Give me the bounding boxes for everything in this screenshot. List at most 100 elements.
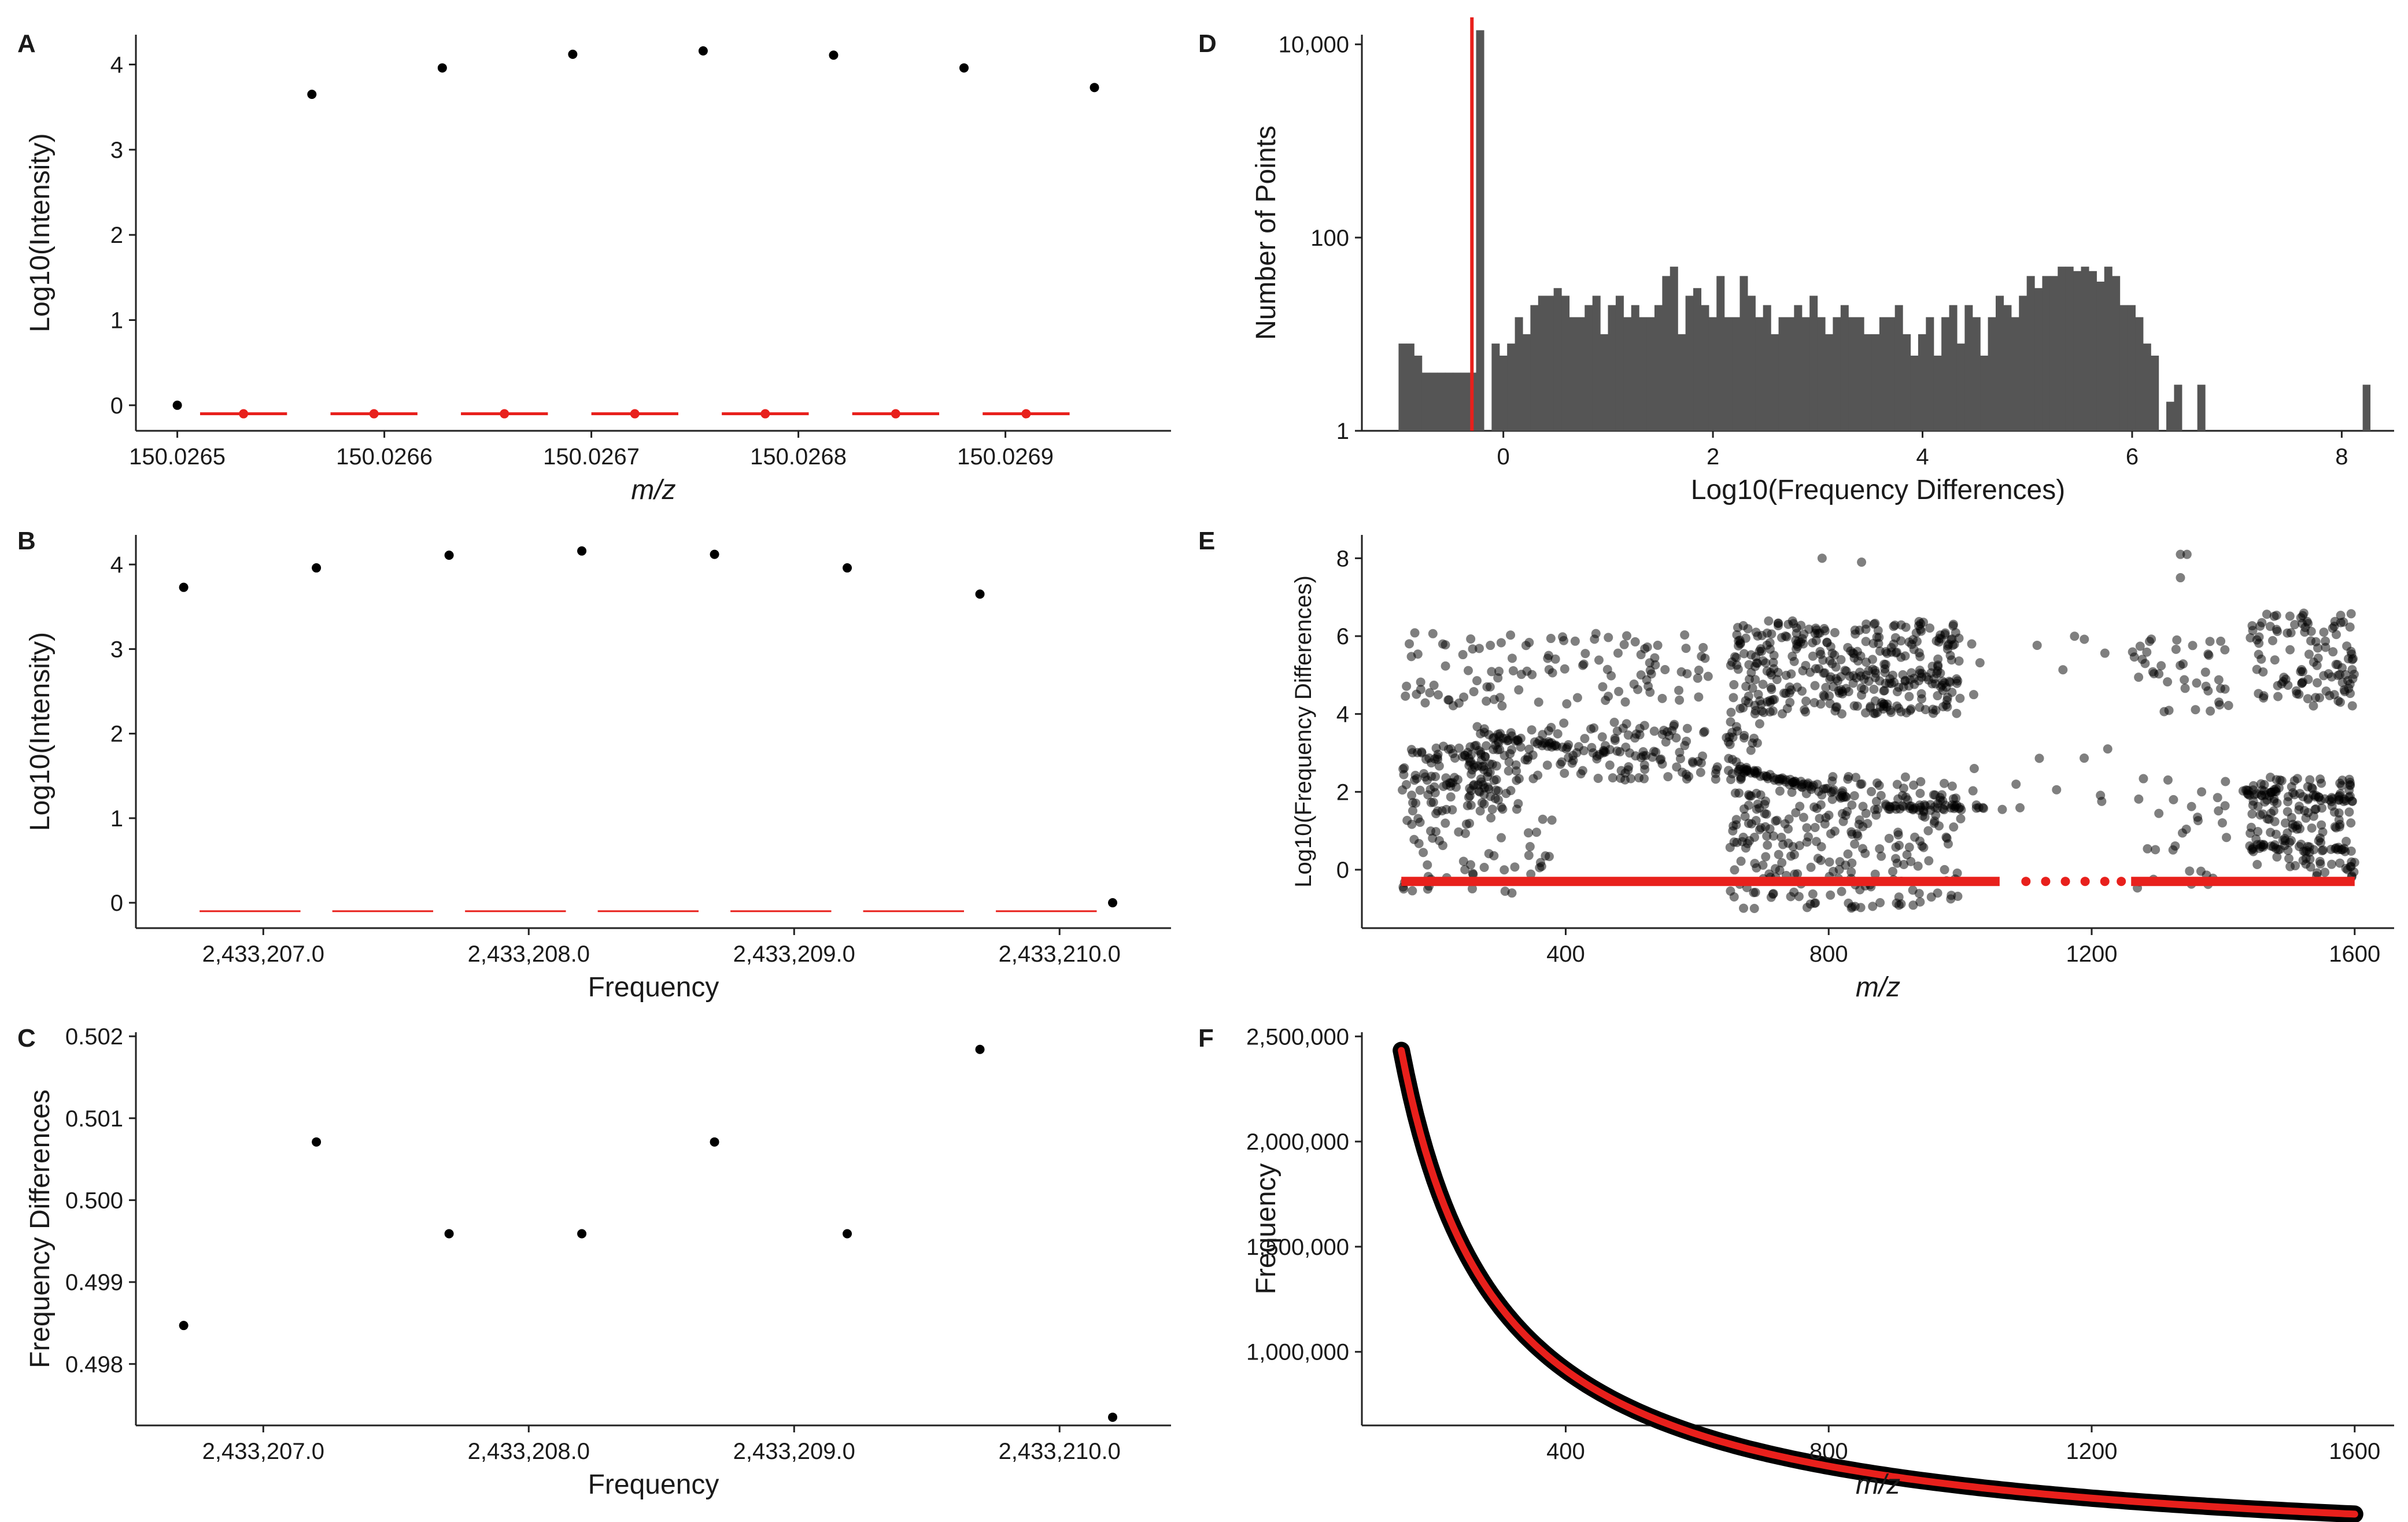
data-point — [975, 589, 985, 599]
data-point — [1841, 666, 1851, 676]
data-point — [2262, 814, 2272, 824]
data-point — [2306, 626, 2316, 636]
data-point — [1870, 666, 1880, 675]
data-point — [1729, 821, 1738, 831]
data-point — [2317, 820, 2326, 830]
data-point — [2303, 782, 2313, 792]
histogram-bar — [1988, 317, 1996, 431]
data-point — [1477, 798, 1487, 808]
data-point — [2321, 642, 2331, 652]
data-point — [1560, 769, 1569, 778]
data-point — [1514, 685, 1524, 695]
data-point — [2181, 824, 2191, 834]
data-point — [1506, 630, 1516, 640]
histogram-bar — [1499, 355, 1508, 431]
data-point — [179, 582, 189, 592]
data-point — [1786, 892, 1796, 902]
data-point — [2345, 622, 2355, 632]
data-point — [1947, 781, 1957, 791]
data-point — [1682, 669, 1692, 679]
data-point — [1472, 722, 1482, 732]
x-tick-label: 150.0269 — [957, 444, 1054, 470]
data-point — [1815, 628, 1825, 638]
data-point — [1466, 634, 1476, 644]
data-point — [2335, 790, 2344, 800]
data-point — [1468, 870, 1478, 880]
data-point — [2200, 667, 2210, 677]
data-point — [1750, 888, 1760, 897]
data-point — [1739, 649, 1749, 659]
data-point — [1921, 801, 1930, 811]
data-point — [1888, 867, 1898, 877]
data-point — [2305, 775, 2315, 785]
data-point — [1497, 701, 1507, 711]
data-point — [1472, 676, 1482, 686]
data-point — [1847, 800, 1857, 810]
data-point — [1419, 848, 1428, 858]
data-point — [2134, 794, 2144, 804]
panel-b — [129, 535, 1171, 935]
data-point — [1649, 726, 1659, 736]
data-point — [1640, 644, 1650, 653]
data-point — [1726, 886, 1735, 896]
data-point — [1448, 701, 1458, 711]
x-tick-label: 2,433,210.0 — [999, 1439, 1121, 1464]
data-point — [1809, 698, 1819, 708]
data-point — [1578, 766, 1587, 775]
data-point — [1425, 688, 1435, 698]
data-point — [1847, 902, 1857, 912]
data-point — [307, 90, 317, 99]
data-point — [1875, 844, 1885, 854]
data-point — [1825, 691, 1834, 701]
histogram-bar — [1786, 317, 1794, 431]
data-point — [1724, 753, 1734, 763]
data-point — [1744, 691, 1753, 701]
data-point — [1755, 719, 1764, 729]
data-point — [1801, 696, 1811, 706]
reference-point — [2060, 877, 2070, 886]
data-point — [1753, 799, 1763, 809]
data-point — [1749, 832, 1759, 842]
data-point — [1574, 742, 1583, 752]
panel-label: B — [17, 527, 36, 555]
data-point — [1975, 658, 1985, 668]
data-point — [1798, 812, 1808, 822]
data-point — [2215, 700, 2225, 710]
data-point — [2154, 669, 2164, 679]
y-tick-label: 2 — [110, 722, 123, 747]
y-tick-label: 4 — [1336, 702, 1349, 727]
data-point — [2298, 855, 2308, 865]
data-point — [1542, 760, 1552, 770]
histogram-bar — [2081, 267, 2089, 431]
data-point — [1812, 803, 1822, 813]
histogram-bar — [2096, 282, 2105, 431]
data-point — [1877, 851, 1886, 861]
data-point — [1858, 844, 1868, 854]
data-point — [1703, 671, 1713, 681]
data-point — [1572, 693, 1582, 703]
y-tick-label: 4 — [110, 552, 123, 578]
data-point — [1940, 630, 1950, 640]
data-point — [1493, 795, 1503, 805]
data-point — [1868, 638, 1878, 648]
data-point — [1894, 892, 1904, 902]
data-point — [2180, 675, 2189, 685]
data-point — [1744, 800, 1753, 810]
data-point — [1869, 684, 1879, 694]
data-point — [1497, 802, 1506, 812]
y-tick-label: 0 — [110, 393, 123, 419]
data-point — [1493, 745, 1502, 755]
data-point — [1843, 849, 1853, 859]
data-point — [1402, 681, 1412, 691]
data-point — [1433, 755, 1443, 764]
y-axis-title: Log10(Intensity) — [25, 133, 56, 332]
data-point — [1580, 649, 1590, 659]
data-point — [1460, 865, 1470, 874]
data-point — [2252, 664, 2262, 674]
data-point — [1942, 702, 1952, 712]
y-tick-label: 6 — [1336, 624, 1349, 649]
data-point — [2319, 627, 2329, 637]
data-point — [1507, 745, 1517, 755]
data-point — [1889, 677, 1899, 687]
data-point — [2032, 640, 2042, 650]
